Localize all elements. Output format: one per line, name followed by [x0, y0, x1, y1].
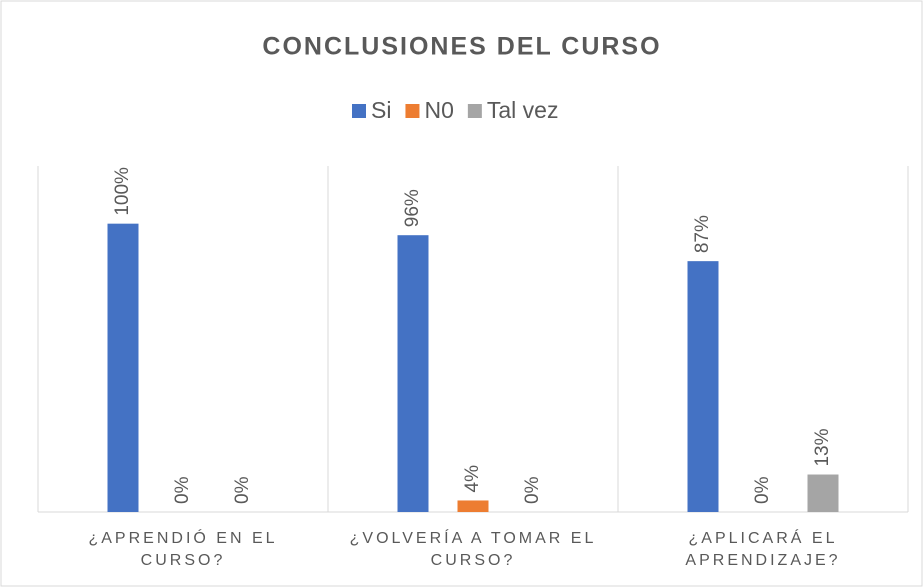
- bar: [457, 500, 489, 512]
- data-label: 0%: [172, 476, 193, 504]
- chart-title: CONCLUSIONES DEL CURSO: [262, 33, 661, 61]
- legend-label: Si: [371, 97, 391, 123]
- x-tick-label: ¿VOLVERÍA A TOMAR EL CURSO?: [349, 530, 597, 569]
- legend-swatch: [467, 104, 482, 118]
- data-label: 100%: [112, 167, 133, 216]
- legend-swatch: [405, 104, 420, 118]
- bar: [107, 223, 139, 512]
- legend-swatch: [352, 104, 366, 118]
- bar: [687, 261, 719, 512]
- x-tick-label: ¿APRENDIÓ EN EL CURSO?: [88, 530, 278, 569]
- x-tick-label: ¿APLICARÁ EL APRENDIZAJE?: [685, 530, 841, 569]
- data-label: 0%: [232, 476, 253, 504]
- bar: [807, 474, 839, 512]
- legend-label: N0: [424, 97, 453, 123]
- data-label: 4%: [462, 465, 483, 493]
- legend-label: Tal vez: [487, 97, 559, 123]
- data-label: 13%: [812, 428, 833, 466]
- data-label: 0%: [522, 476, 543, 504]
- bar: [397, 235, 429, 512]
- data-label: 87%: [692, 215, 713, 253]
- data-label: 96%: [402, 189, 423, 227]
- data-label: 0%: [752, 476, 773, 504]
